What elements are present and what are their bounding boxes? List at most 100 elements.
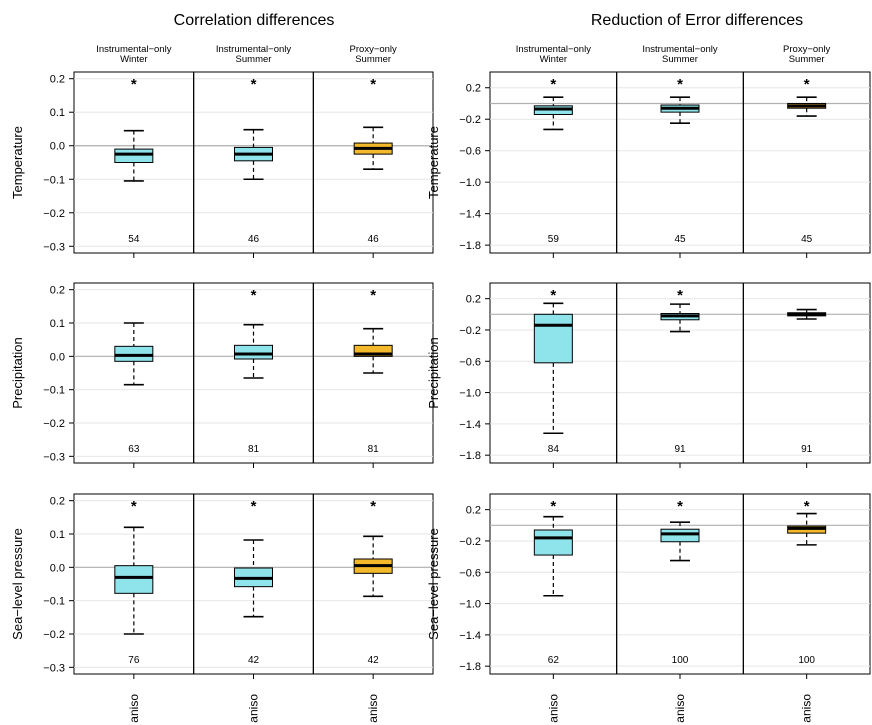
panel-frame — [489, 71, 871, 254]
significance-marker: * — [677, 76, 683, 93]
significance-marker: * — [370, 498, 376, 515]
box-1: * 91 — [660, 287, 700, 455]
y-tick-label: −0.2 — [43, 418, 65, 430]
box-body — [660, 528, 700, 543]
sample-count-label: 91 — [801, 444, 813, 455]
panel-0: 0.2 0.1 0.0 −0.1 −0.2 −0.3 Temperature Instrume… — [10, 44, 434, 258]
y-tick-label: −0.3 — [43, 662, 65, 674]
significance-marker: * — [804, 76, 810, 93]
column-header-label: Winter — [540, 54, 567, 65]
significance-marker: * — [131, 76, 137, 93]
panel-2: 0.20.10.0−0.1−0.2−0.3Precipitation63*81*… — [10, 282, 434, 468]
row-label: Temperature — [10, 126, 25, 199]
panel-5: 0.2 −0.2 −0.6 −1.0 −1.4 −1.8 Sea−level pressur… — [426, 493, 871, 723]
significance-marker: * — [677, 287, 683, 304]
y-tick-label: −0.2 — [43, 629, 65, 641]
box-1: * 42 — [234, 498, 273, 666]
sample-count-label: 84 — [548, 444, 560, 455]
y-tick-label: 0.1 — [50, 318, 65, 330]
y-tick-label: −1.0 — [459, 177, 481, 189]
box-2: 91 — [787, 308, 827, 455]
sample-count-label: 59 — [548, 234, 560, 245]
box-1: * 100 — [660, 498, 700, 666]
box-0: * 59 — [533, 76, 573, 245]
y-tick-label: −0.2 — [459, 536, 481, 548]
y-tick-label: −0.1 — [43, 174, 65, 186]
sample-count-label: 91 — [674, 444, 686, 455]
box-0: 63 — [114, 322, 154, 455]
box-2: * 45 — [787, 76, 827, 245]
sample-count-label: 42 — [368, 655, 380, 666]
row-label: Sea−level pressure — [10, 528, 25, 640]
column-header-label: Winter — [120, 54, 147, 65]
x-tick-label: aniso — [800, 694, 814, 723]
y-tick-label: 0.2 — [466, 505, 481, 517]
sample-count-label: 100 — [798, 655, 815, 666]
x-tick-label: aniso — [247, 694, 261, 723]
y-tick-label: 0.2 — [466, 83, 481, 95]
box-0: * 62 — [533, 498, 573, 666]
significance-marker: * — [677, 498, 683, 515]
box-body — [114, 565, 154, 594]
box-0: * 54 — [114, 76, 154, 245]
column-header-label: Summer — [789, 54, 825, 65]
y-tick-label: 0.2 — [50, 74, 65, 86]
y-tick-label: −1.0 — [459, 599, 481, 611]
significance-marker: * — [370, 76, 376, 93]
sample-count-label: 100 — [672, 655, 689, 666]
box-body — [533, 529, 573, 556]
significance-marker: * — [550, 287, 556, 304]
y-tick-label: −0.3 — [43, 451, 65, 463]
box-2: * 42 — [353, 498, 393, 666]
y-tick-label: −1.8 — [459, 240, 481, 252]
significance-marker: * — [251, 287, 257, 304]
y-tick-label: 0.0 — [50, 351, 65, 363]
box-body — [114, 148, 154, 163]
column-header-label: Proxy−only — [350, 44, 398, 55]
significance-marker: * — [251, 76, 257, 93]
box-body — [533, 313, 573, 364]
column-header-label: Instrumental−only — [96, 44, 171, 55]
sample-count-label: 76 — [128, 655, 140, 666]
significance-marker: * — [251, 498, 257, 515]
panel-frame — [489, 493, 871, 675]
title-correlation: Correlation differences — [174, 12, 335, 29]
column-header-label: Proxy−only — [783, 44, 831, 55]
column-header-label: Summer — [236, 54, 272, 65]
sample-count-label: 63 — [128, 444, 140, 455]
sample-count-label: 62 — [548, 655, 560, 666]
box-1: * 45 — [660, 76, 700, 245]
x-tick-label: aniso — [546, 694, 560, 723]
y-tick-label: 0.2 — [50, 496, 65, 508]
y-tick-label: −1.4 — [459, 630, 481, 642]
sample-count-label: 46 — [248, 234, 260, 245]
significance-marker: * — [804, 498, 810, 515]
title-reduction-of-error: Reduction of Error differences — [591, 12, 803, 29]
column-header-label: Instrumental−only — [642, 44, 717, 55]
x-tick-label: aniso — [673, 694, 687, 723]
sample-count-label: 42 — [248, 655, 260, 666]
box-1: * 46 — [234, 76, 273, 245]
row-label: Precipitation — [10, 337, 25, 409]
y-tick-label: −1.8 — [459, 661, 481, 673]
y-tick-label: −0.2 — [43, 208, 65, 220]
panel-1: 0.2 −0.2 −0.6 −1.0 −1.4 −1.8 Temperature Instru… — [426, 44, 871, 258]
sample-count-label: 54 — [128, 234, 140, 245]
panel-3: 0.2−0.2−0.6−1.0−1.4−1.8Precipitation*84*… — [426, 282, 871, 468]
box-2: * 46 — [353, 76, 393, 245]
column-header-label: Summer — [662, 54, 698, 65]
y-tick-label: −0.1 — [43, 385, 65, 397]
box-body — [234, 344, 273, 360]
column-header-label: Instrumental−only — [216, 44, 291, 55]
significance-marker: * — [550, 498, 556, 515]
sample-count-label: 46 — [368, 234, 380, 245]
y-tick-label: −0.1 — [43, 596, 65, 608]
sample-count-label: 81 — [368, 444, 380, 455]
significance-marker: * — [550, 76, 556, 93]
box-1: * 81 — [234, 287, 273, 455]
y-tick-label: 0.1 — [50, 529, 65, 541]
y-tick-label: 0.2 — [50, 285, 65, 297]
y-tick-label: −1.4 — [459, 209, 481, 221]
box-0: * 84 — [533, 287, 573, 455]
